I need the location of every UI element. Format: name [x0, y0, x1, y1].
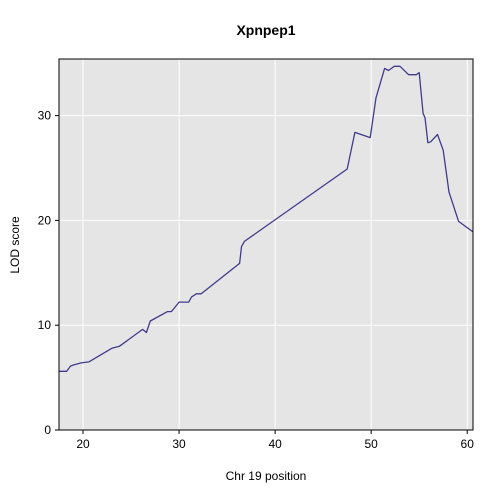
x-axis-ticks: 20 30 40 50 60 [76, 430, 474, 451]
y-axis-label: LOD score [8, 216, 22, 274]
plot-border [58, 58, 474, 431]
x-tick-label: 20 [76, 437, 90, 451]
y-tick-label: 20 [38, 213, 52, 227]
x-axis-label: Chr 19 position [226, 469, 307, 483]
x-tick-label: 30 [172, 437, 186, 451]
plot-panel [58, 58, 474, 431]
x-tick-label: 60 [461, 437, 475, 451]
lod-series-line [59, 65, 474, 372]
series-group [59, 65, 474, 372]
y-tick-label: 30 [38, 109, 52, 123]
y-tick-label: 10 [38, 318, 52, 332]
chart-title: Xpnpep1 [236, 22, 295, 38]
x-tick-label: 50 [365, 437, 379, 451]
x-tick-label: 40 [268, 437, 282, 451]
y-axis-ticks: 0 10 20 30 [38, 109, 59, 437]
y-tick-label: 0 [44, 423, 51, 437]
